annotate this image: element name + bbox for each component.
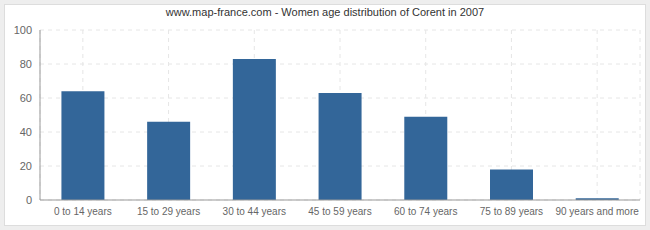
svg-text:90 years and more: 90 years and more [555, 206, 639, 217]
svg-text:0: 0 [26, 194, 32, 206]
svg-text:30 to 44 years: 30 to 44 years [223, 206, 286, 217]
svg-text:40: 40 [20, 126, 32, 138]
html-text:www.map-france.com - Women age: www.map-france.com - Women age distribut… [165, 6, 485, 18]
svg-text:75 to 89 years: 75 to 89 years [480, 206, 543, 217]
svg-text:80: 80 [20, 58, 32, 70]
svg-text:60: 60 [20, 92, 32, 104]
svg-text:15 to 29 years: 15 to 29 years [137, 206, 200, 217]
svg-text:45 to 59 years: 45 to 59 years [308, 206, 371, 217]
svg-text:20: 20 [20, 160, 32, 172]
svg-text:60 to 74 years: 60 to 74 years [394, 206, 457, 217]
svg-text:100: 100 [14, 24, 32, 36]
svg-text:0 to 14 years: 0 to 14 years [54, 206, 112, 217]
